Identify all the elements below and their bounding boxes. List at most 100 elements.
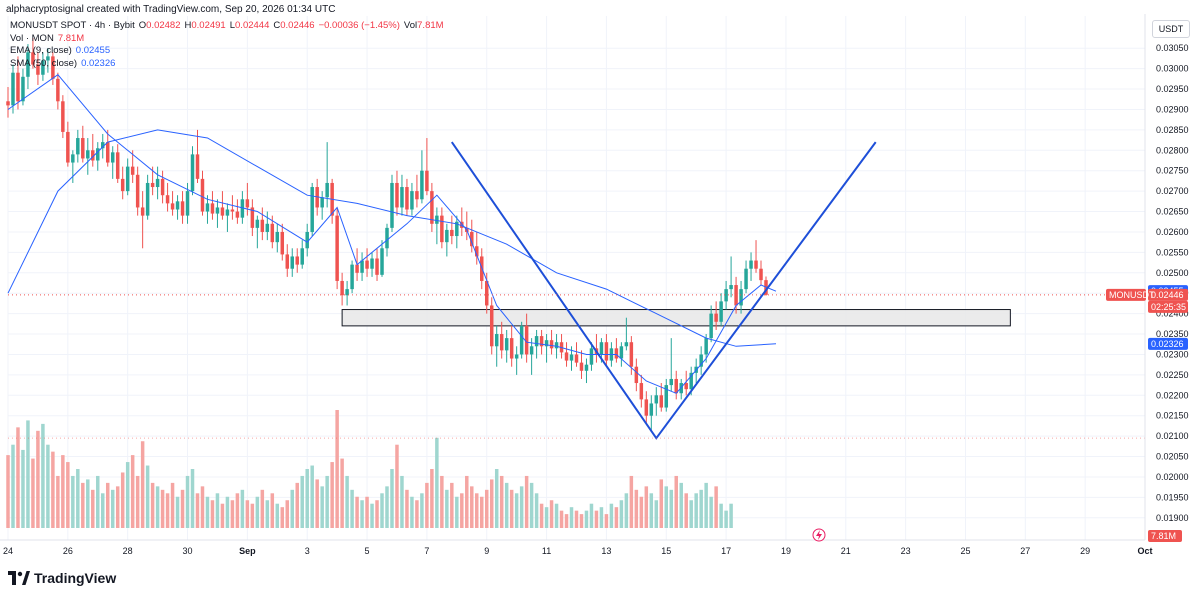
candle <box>325 142 329 208</box>
volume-bar <box>420 493 424 528</box>
volume-bar <box>185 475 190 528</box>
candle-body <box>629 342 634 367</box>
countdown-label-text: 02:25:35 <box>1151 302 1186 312</box>
candle <box>435 207 439 245</box>
price-tick-label: 0.02900 <box>1156 104 1189 114</box>
date-tick-label: 26 <box>63 546 73 556</box>
candle-body <box>714 313 718 322</box>
candle <box>135 166 140 216</box>
candle-body <box>26 52 30 77</box>
candle-body <box>754 260 758 269</box>
candle-body <box>420 170 424 200</box>
candle <box>285 244 290 277</box>
candle-body <box>494 334 499 347</box>
date-tick-label: 13 <box>601 546 611 556</box>
volume-bar <box>689 500 693 528</box>
volume-bar <box>499 475 504 528</box>
ema-value: 0.02455 <box>75 45 111 56</box>
symbol-label[interactable]: MONUSDT SPOT · 4h · Bybit <box>10 20 135 31</box>
candle-body <box>245 199 250 208</box>
price-tick-label: 0.01950 <box>1156 492 1189 502</box>
date-tick-label: 15 <box>661 546 671 556</box>
volume-bar <box>200 486 205 528</box>
candle-body <box>759 268 763 281</box>
candle <box>504 329 509 363</box>
volume-bar <box>325 475 329 528</box>
candle-body <box>350 264 354 290</box>
volume-bar <box>280 507 285 528</box>
candle-body <box>360 260 364 273</box>
volume-bar <box>395 444 399 528</box>
candle <box>335 207 339 290</box>
candle <box>81 125 85 163</box>
volume-bar <box>175 496 180 528</box>
candle <box>664 378 669 412</box>
price-tick-label: 0.02250 <box>1156 370 1189 380</box>
volume-bar <box>180 489 185 528</box>
candle-body <box>549 340 554 349</box>
lightning-icon-bolt <box>816 530 822 540</box>
price-tick-label: 0.02150 <box>1156 411 1189 421</box>
candle-body <box>654 395 659 404</box>
candle <box>120 166 125 200</box>
volume-bar <box>724 510 728 528</box>
candle-body <box>455 221 459 237</box>
candle <box>205 195 210 224</box>
candle-body <box>410 191 414 210</box>
candle-body <box>101 142 105 149</box>
date-tick-label: 27 <box>1020 546 1030 556</box>
ema-line <box>7 74 777 394</box>
price-tick-label: 0.02950 <box>1156 84 1189 94</box>
volume-bar <box>46 444 50 528</box>
volume-bar <box>260 489 265 528</box>
candle <box>280 223 285 261</box>
candle <box>46 48 50 73</box>
date-tick-label: 28 <box>123 546 133 556</box>
candle <box>584 358 589 384</box>
date-tick-label: Sep <box>239 546 256 556</box>
volume-bar <box>450 482 454 528</box>
currency-unit-button[interactable]: USDT <box>1152 20 1190 38</box>
date-tick-label: 30 <box>183 546 193 556</box>
volume-bar <box>51 451 55 528</box>
volume-axis-label: 7.81M <box>1148 530 1182 542</box>
candle-body <box>499 334 504 351</box>
candle-body <box>659 395 664 408</box>
volume-bar <box>679 482 683 528</box>
sma-row[interactable]: SMA (50, close) 0.02326 <box>10 58 444 71</box>
volume-bar <box>480 496 484 528</box>
volume-bar <box>230 500 235 528</box>
volume-bar <box>714 486 718 528</box>
candle <box>644 391 649 424</box>
candle <box>709 305 713 343</box>
symbol-price-tag: MONUSDT <box>1106 288 1155 301</box>
candle-body <box>425 170 429 192</box>
sma-price-label-text: 0.02326 <box>1151 339 1184 349</box>
candle <box>524 313 529 363</box>
price-tick-label: 0.02800 <box>1156 145 1189 155</box>
sma-label: SMA (50, close) <box>10 57 78 69</box>
volume-bar <box>250 503 255 528</box>
volume-bar <box>669 489 673 528</box>
price-tick-label: 0.02200 <box>1156 390 1189 400</box>
volume-bar <box>410 496 414 528</box>
candle <box>86 138 90 175</box>
candle-body <box>195 154 200 179</box>
price-tick-label: 0.03000 <box>1156 64 1189 74</box>
ema-row[interactable]: EMA (9, close) 0.02455 <box>10 45 444 58</box>
volume-bar <box>61 455 65 528</box>
tradingview-logo[interactable]: TradingView <box>8 570 116 586</box>
candle-body <box>544 340 549 347</box>
date-tick-label: 5 <box>365 546 370 556</box>
volume-row[interactable]: Vol · MON 7.81M <box>10 33 444 46</box>
volume-axis-label-text: 7.81M <box>1151 531 1176 541</box>
candle <box>295 248 299 273</box>
candle <box>669 338 673 392</box>
candle-body <box>674 378 678 394</box>
volume-bar <box>539 503 544 528</box>
candle-body <box>16 72 20 102</box>
volume-bar <box>385 486 389 528</box>
candle-body <box>684 383 688 390</box>
